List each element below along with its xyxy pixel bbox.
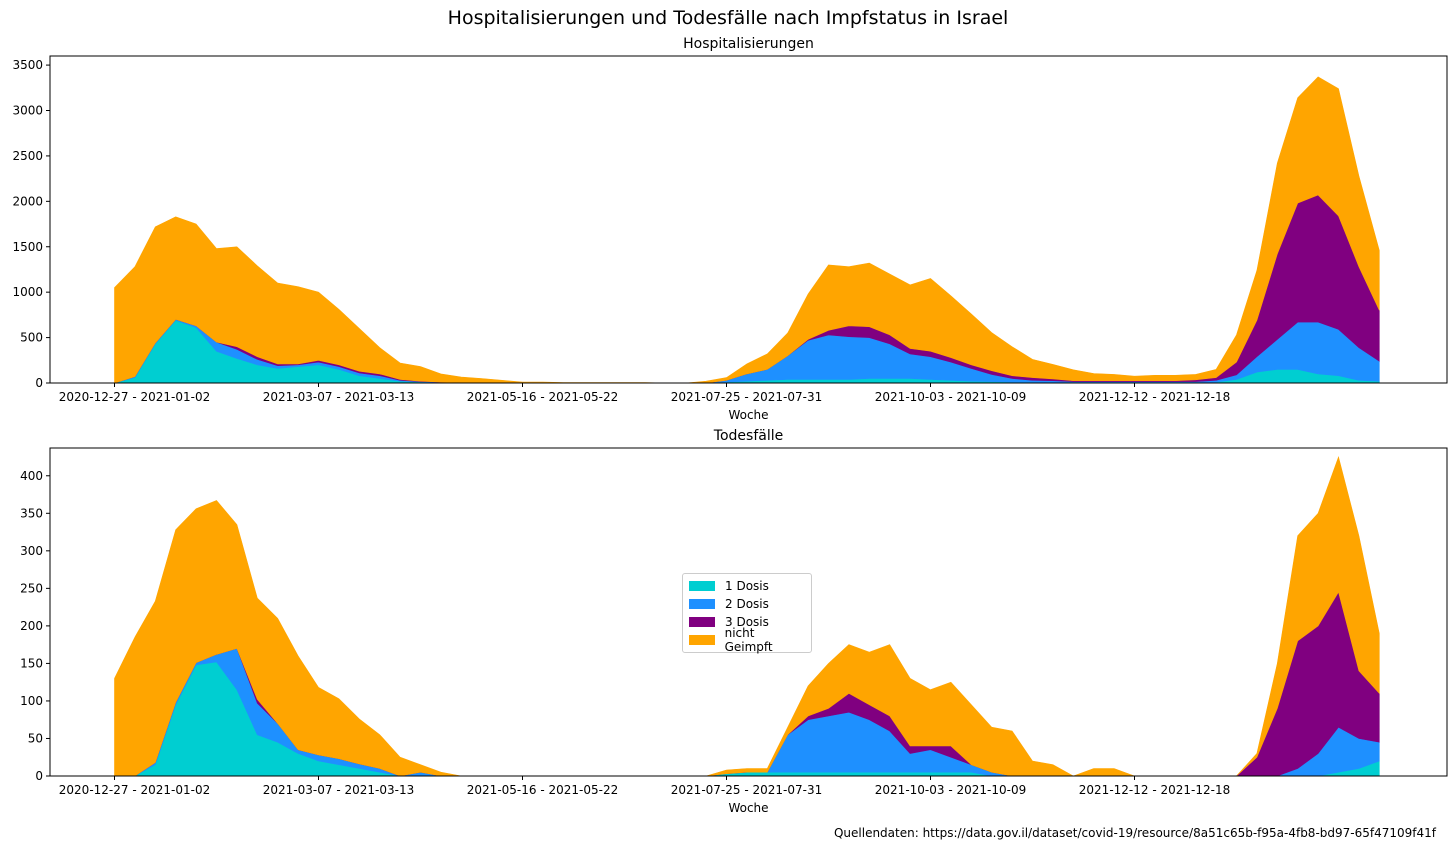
series-area-4 — [114, 76, 1380, 384]
legend-item: 3 Dosis — [689, 613, 805, 631]
hospitalization-panel: Hospitalisierungen 0 500 1000 1500 2000 2500 30… — [12, 36, 1448, 422]
legend-item: 1 Dosis — [689, 577, 805, 595]
x-tick-label: 2020-12-27 - 2021-01-02 — [59, 390, 210, 404]
y-tick-label: 250 — [20, 581, 43, 595]
y-tick-label: 200 — [20, 619, 43, 633]
x-tick-label: 2020-12-27 - 2021-01-02 — [59, 783, 210, 797]
x-axis-label: Woche — [728, 408, 768, 422]
legend-swatch — [689, 599, 715, 609]
legend-swatch — [689, 617, 715, 627]
y-tick-label: 1000 — [12, 285, 43, 299]
y-tick-label: 1500 — [12, 240, 43, 254]
x-tick-label: 2021-12-12 - 2021-12-18 — [1079, 390, 1230, 404]
legend-label: 1 Dosis — [725, 579, 769, 593]
x-tick-label: 2021-03-07 - 2021-03-13 — [263, 783, 414, 797]
legend-swatch — [689, 581, 715, 591]
y-tick-label: 0 — [35, 769, 43, 783]
deaths-panel: Todesfälle 0 50 100 150 200 250 300 350 400 2020-1… — [20, 428, 1448, 815]
y-tick-label: 50 — [28, 731, 43, 745]
x-tick-label: 2021-05-16 - 2021-05-22 — [467, 783, 618, 797]
legend-label: nicht Geimpft — [724, 626, 773, 654]
x-tick-label: 2021-03-07 - 2021-03-13 — [263, 390, 414, 404]
y-tick-label: 3000 — [12, 104, 43, 118]
legend-label: 3 Dosis — [725, 615, 769, 629]
y-tick-label: 400 — [20, 469, 43, 483]
y-tick-label: 3500 — [12, 58, 43, 72]
legend-swatch — [689, 635, 715, 645]
source-note: Quellendaten: https://data.gov.il/datase… — [833, 826, 1436, 840]
figure-title: Hospitalisierungen und Todesfälle nach I… — [448, 7, 1009, 29]
legend-item: 2 Dosis — [689, 595, 805, 613]
y-tick-label: 500 — [20, 331, 43, 345]
legend-item: nicht Geimpft — [689, 626, 805, 654]
y-tick-label: 150 — [20, 656, 43, 670]
x-tick-label: 2021-10-03 - 2021-10-09 — [875, 783, 1026, 797]
panel-title: Todesfälle — [713, 428, 783, 444]
axes-frame — [49, 447, 1448, 777]
y-tick-label: 350 — [20, 506, 43, 520]
x-tick-label: 2021-10-03 - 2021-10-09 — [875, 390, 1026, 404]
legend: 1 Dosis 2 Dosis 3 Dosis nicht Geimpft — [682, 573, 812, 654]
y-tick-label: 300 — [20, 544, 43, 558]
x-tick-label: 2021-05-16 - 2021-05-22 — [467, 390, 618, 404]
y-tick-label: 100 — [20, 694, 43, 708]
y-tick-label: 2000 — [12, 194, 43, 208]
x-axis-label: Woche — [728, 801, 768, 815]
axes-frame — [49, 55, 1448, 384]
legend-label: 2 Dosis — [725, 597, 769, 611]
panel-title: Hospitalisierungen — [683, 36, 814, 52]
y-tick-label: 0 — [35, 376, 43, 390]
x-tick-label: 2021-12-12 - 2021-12-18 — [1079, 783, 1230, 797]
x-tick-label: 2021-07-25 - 2021-07-31 — [671, 783, 822, 797]
x-tick-label: 2021-07-25 - 2021-07-31 — [671, 390, 822, 404]
y-tick-label: 2500 — [12, 149, 43, 163]
